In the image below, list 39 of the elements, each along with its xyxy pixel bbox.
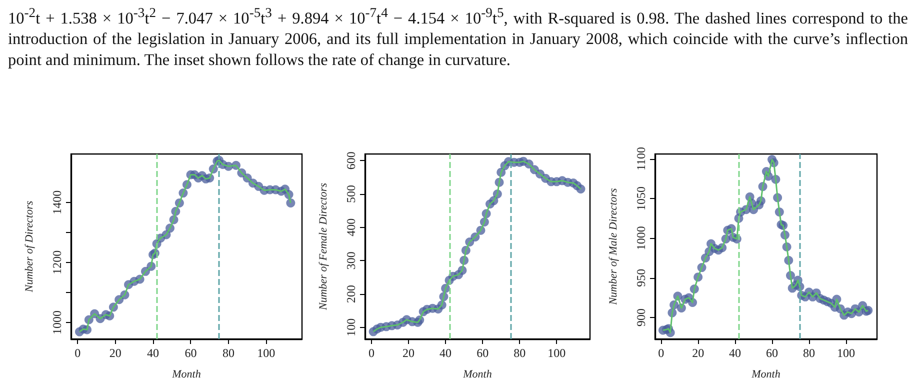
y-tick-label: 1050: [634, 186, 648, 210]
x-tick-label: 0: [368, 346, 374, 360]
y-axis-title: Number of Directors: [24, 200, 36, 294]
x-tick-label: 0: [74, 346, 81, 360]
x-tick-label: 80: [222, 346, 234, 360]
text: 10$^{-2}$t + 1.538 × 10$^{-3}$t$^{2}$ − 7.047 × 10$^{-5}$t$^{3}$ + 9.894 × 10$^{-7}$t$^{4}$ − 4.154 × 10$^{-9}$t$^{5}$, with R-squared is 0.98. The dashed lines correspond to the introduction of the legislation in January 2006, and its full implementation in January 2008, which coincide with the curve’s inflection point and minimum. The inset shown follows the rate of change in curvature.: [8, 5, 908, 70]
y-tick-label: 500: [344, 185, 358, 203]
y-tick-label: 100: [344, 318, 358, 336]
x-tick-label: 60: [766, 346, 778, 360]
x-tick-label: 100: [257, 346, 276, 360]
y-tick-label: 200: [344, 285, 358, 303]
x-tick-label: 40: [440, 346, 452, 360]
x-tick-label: 60: [184, 346, 197, 360]
x-tick-label: 20: [109, 346, 122, 360]
x-tick-label: 80: [802, 346, 815, 360]
y-tick-label: 1200: [50, 250, 64, 274]
x-tick-label: 100: [836, 346, 855, 360]
y-tick-label: 300: [344, 252, 358, 270]
x-axis-title: Month: [171, 368, 202, 380]
y-tick-label: 400: [344, 218, 358, 236]
x-tick-label: 80: [514, 346, 526, 360]
y-tick-label: 1100: [634, 146, 648, 171]
x-tick-label: 20: [402, 346, 415, 360]
x-axis-title: Month: [750, 368, 781, 380]
y-tick-label: 950: [634, 268, 648, 287]
x-axis-title: Month: [462, 368, 492, 380]
y-tick-label: 900: [634, 308, 648, 327]
y-tick-label: 1000: [50, 310, 64, 334]
y-axis-title: Number of Female Directors: [318, 183, 330, 311]
y-axis-title: Number of Male Directors: [608, 188, 620, 306]
x-tick-label: 100: [548, 346, 566, 360]
x-tick-label: 40: [729, 346, 742, 360]
y-tick-label: 1000: [634, 226, 648, 250]
x-tick-label: 40: [147, 346, 160, 360]
x-tick-label: 20: [692, 346, 704, 360]
x-tick-label: 0: [658, 346, 664, 360]
x-tick-label: 60: [476, 346, 489, 360]
y-tick-label: 600: [344, 152, 358, 170]
y-tick-label: 1400: [50, 190, 64, 214]
